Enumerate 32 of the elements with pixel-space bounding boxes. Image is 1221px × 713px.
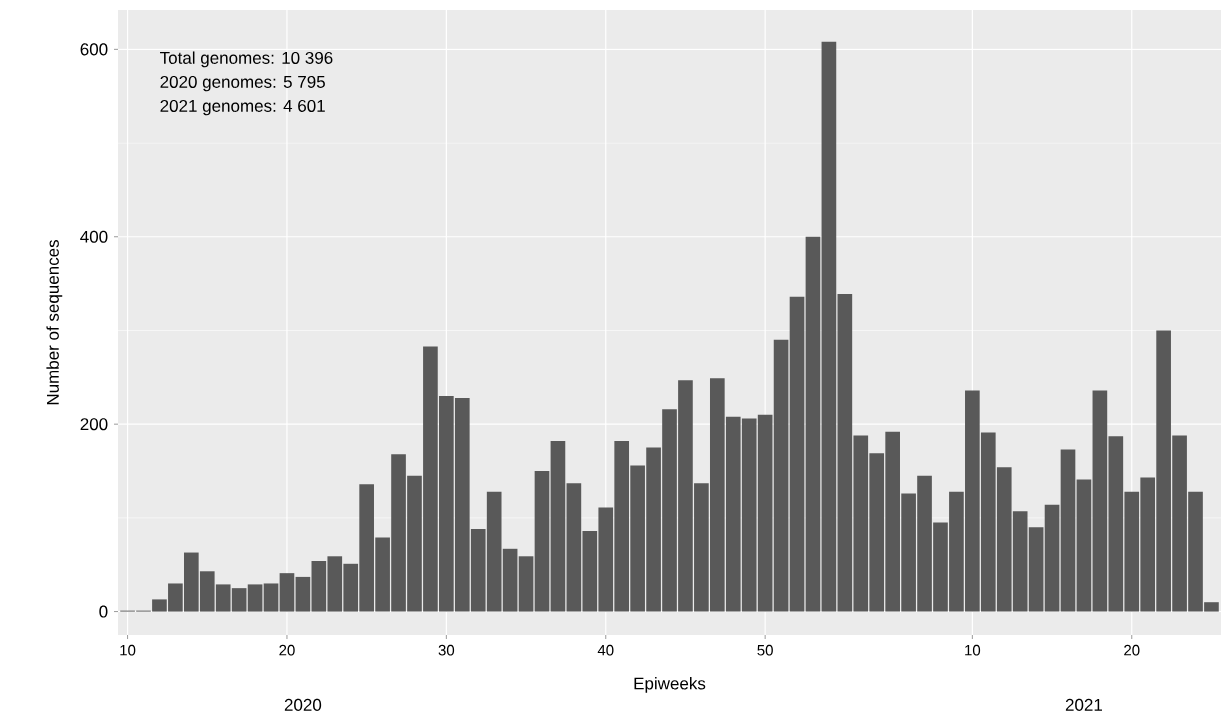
y-tick-label: 0 <box>99 605 108 618</box>
y-axis-title: Number of sequences <box>46 239 63 405</box>
annotation: Total genomes: 10 396 <box>160 51 333 68</box>
x-tick-label: 10 <box>965 644 981 656</box>
text: 2021 <box>1065 698 1102 711</box>
bar <box>263 583 279 612</box>
bar <box>1044 504 1060 612</box>
y-tick-label: 200 <box>80 418 108 431</box>
bar <box>534 471 550 612</box>
bar <box>773 339 789 612</box>
bar <box>550 441 566 612</box>
y-tick-label: 400 <box>80 230 108 243</box>
x-tick-label: 30 <box>438 644 455 656</box>
annotation: 2021 genomes: 4 601 <box>160 99 325 116</box>
x-axis-title: Epiweeks <box>634 677 706 693</box>
bar <box>1076 479 1092 612</box>
bar <box>279 573 295 612</box>
x-tick-label: 20 <box>1124 644 1140 656</box>
bar <box>295 576 311 612</box>
bar <box>821 41 837 612</box>
x-tick-label: 50 <box>757 644 773 656</box>
bar <box>789 296 805 612</box>
bar <box>518 556 534 612</box>
bar <box>805 236 821 612</box>
x-tick-label: 20 <box>279 644 295 656</box>
text: 2020 <box>284 698 322 711</box>
annotation: 2020 genomes: 5 795 <box>160 75 325 92</box>
bar <box>247 584 263 612</box>
y-tick-label: 600 <box>80 43 108 56</box>
x-tick-label: 40 <box>597 644 614 656</box>
bar <box>1060 449 1076 612</box>
x-tick-label: 10 <box>120 644 136 656</box>
